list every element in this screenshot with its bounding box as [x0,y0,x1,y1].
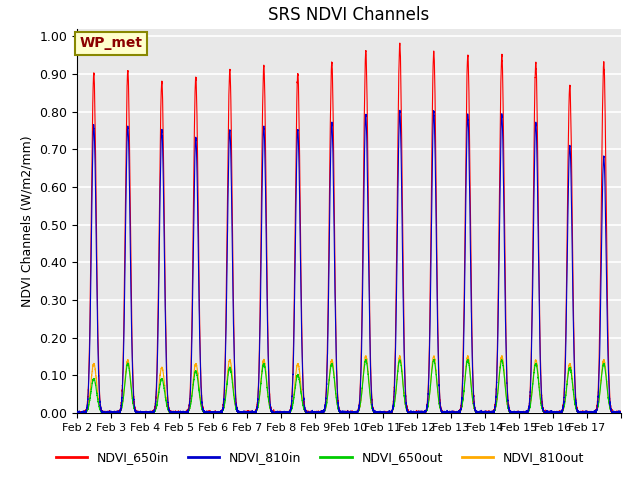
Title: SRS NDVI Channels: SRS NDVI Channels [268,6,429,24]
Text: WP_met: WP_met [79,36,143,50]
Legend: NDVI_650in, NDVI_810in, NDVI_650out, NDVI_810out: NDVI_650in, NDVI_810in, NDVI_650out, NDV… [51,446,589,469]
Y-axis label: NDVI Channels (W/m2/mm): NDVI Channels (W/m2/mm) [20,135,33,307]
